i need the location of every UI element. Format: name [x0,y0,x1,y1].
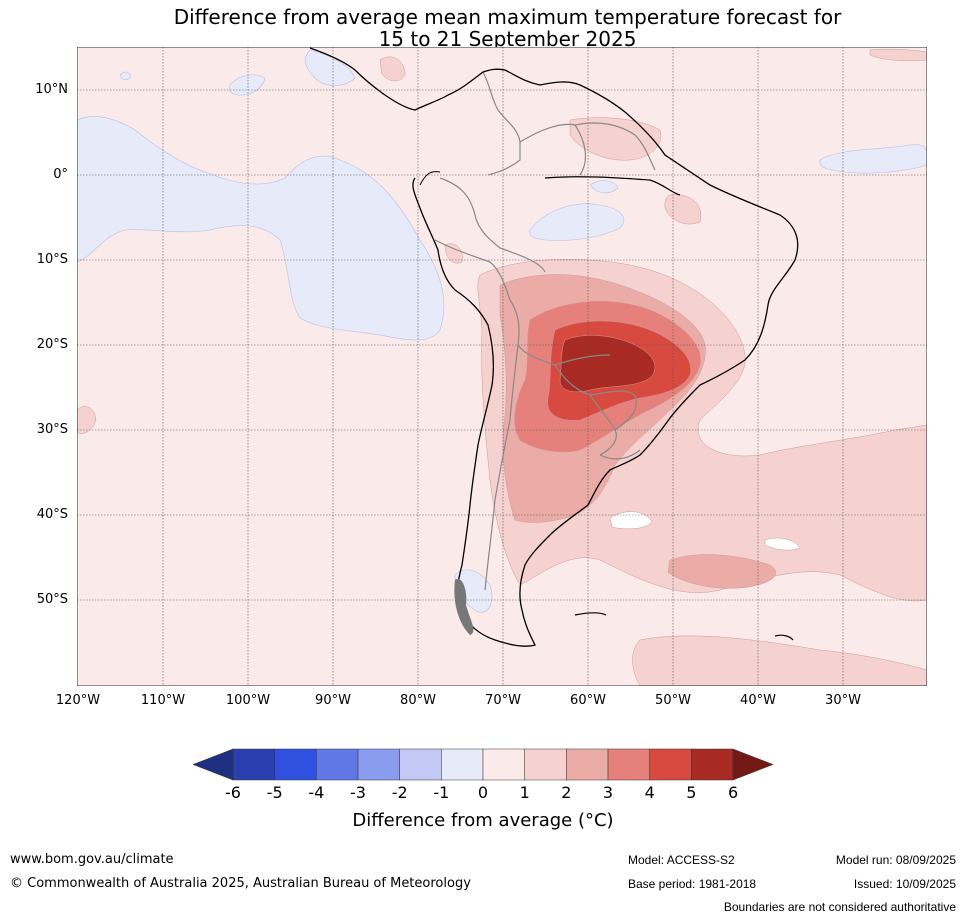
lon-label: 30°W [825,693,861,708]
southern-archipelago [454,579,474,635]
near-average-patch [609,511,653,530]
lon-label: 60°W [570,693,606,708]
lon-label: 80°W [400,693,436,708]
lon-label: 100°W [225,693,271,708]
south-georgia [774,634,794,641]
lat-label: 40°S [36,507,68,522]
lon-label: 50°W [655,693,691,708]
colorbar-segment [607,748,650,781]
colorbar-segment [232,748,275,781]
warm-anomaly-5-to-6 [559,335,656,393]
colorbar-segment [566,748,609,781]
colorbar-tick-label: -2 [391,783,408,802]
lat-label: 10°N [35,82,68,97]
website-link[interactable]: www.bom.gov.au/climate [10,852,174,867]
map-title-line-1: Difference from average mean maximum tem… [173,5,842,29]
colorbar-segment [441,748,484,781]
colorbar-extend-high [732,748,774,781]
model-text: Model: ACCESS-S2 [628,853,735,867]
colorbar-segment [399,748,442,781]
lat-label: 50°S [36,592,68,607]
colorbar-tick-label: 5 [686,783,697,802]
amazon-river [544,176,681,196]
base-period-text: Base period: 1981-2018 [628,877,757,891]
colorbar-label: Difference from average (°C) [352,810,614,831]
colorbar-tick-label: 1 [519,783,530,802]
graticule [77,47,927,686]
colorbar-tick-label: 3 [602,783,614,802]
lon-label: 120°W [55,693,101,708]
colorbar-tick-label: 0 [477,783,489,802]
colorbar-tick-label: 6 [727,783,739,802]
near-average-patch [764,537,801,551]
colorbar-tick-label: -5 [266,783,283,802]
colorbar-extend-low [192,748,234,781]
falkland-islands [574,612,607,616]
colorbar-segment [482,748,525,781]
boundaries-disclaimer: Boundaries are not considered authoritat… [723,900,956,914]
coastline-detail [419,171,441,186]
map-title-line-2: 15 to 21 September 2025 [378,27,637,51]
lon-label: 70°W [485,693,521,708]
copyright-text: © Commonwealth of Australia 2025, Austra… [10,876,471,891]
colorbar-tick-label: 2 [561,783,572,802]
lat-label: 30°S [36,422,68,437]
issued-text: Issued: 10/09/2025 [853,877,956,891]
colorbar-tick-label: -4 [308,783,325,802]
colorbar-tick-label: -1 [433,783,450,802]
colorbar-segment [357,748,400,781]
lon-label: 110°W [140,693,186,708]
lat-label: 0° [53,167,68,182]
colorbar-segment [274,748,317,781]
colorbar-segment [649,748,692,781]
cool-anomaly-regions [77,49,927,613]
colorbar-tick-label: 4 [644,783,655,802]
lat-label: 20°S [36,337,68,352]
lon-label: 90°W [315,693,351,708]
colorbar-segment [316,748,359,781]
colorbar-tick-label: -3 [350,783,366,802]
lon-label: 40°W [740,693,776,708]
colorbar-segment [524,748,567,781]
colorbar-segment [691,748,734,781]
country-borders [434,71,656,591]
lat-label: 10°S [36,252,68,267]
model-run-text: Model run: 08/09/2025 [835,853,956,867]
coastline [309,47,799,647]
colorbar-tick-label: -6 [225,783,241,802]
